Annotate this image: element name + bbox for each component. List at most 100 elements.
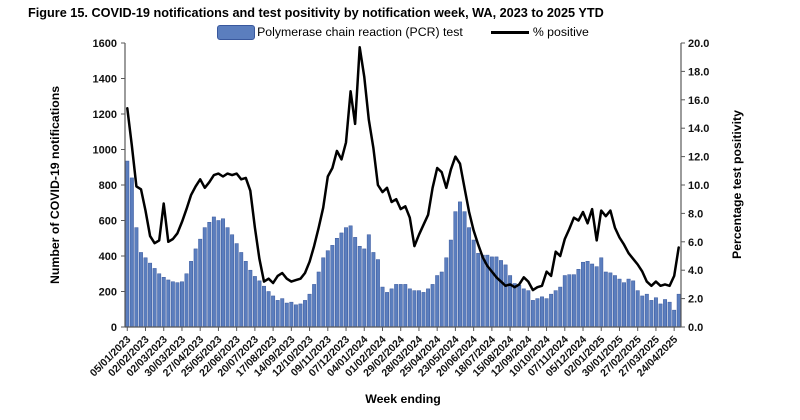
pcr-bar — [234, 243, 239, 328]
pcr-bar — [161, 277, 166, 328]
left-axis-tick-label: 1400 — [93, 74, 117, 86]
pcr-bar — [612, 275, 617, 328]
pcr-bar — [166, 279, 171, 328]
pcr-bar — [594, 266, 599, 328]
right-axis-tick-label: 6.0 — [688, 237, 703, 249]
pcr-bar — [248, 269, 253, 328]
pcr-bar — [134, 227, 139, 328]
pcr-bar — [599, 257, 604, 328]
legend-line-label: % positive — [532, 25, 589, 39]
pcr-bar — [348, 225, 353, 328]
left-axis-tick-label: 600 — [99, 216, 117, 228]
x-axis-title: Week ending — [365, 392, 441, 406]
pcr-bar — [412, 290, 417, 328]
pcr-bar — [366, 234, 371, 328]
pcr-bar — [394, 284, 399, 328]
right-axis-tick-label: 14.0 — [688, 123, 709, 135]
pcr-bar — [357, 245, 362, 328]
pcr-bar — [489, 256, 494, 328]
pcr-bar — [362, 248, 367, 328]
pcr-bar — [207, 222, 212, 328]
pcr-bar — [626, 278, 631, 328]
pcr-bar — [453, 211, 458, 328]
pcr-bar — [298, 303, 303, 328]
pcr-bar — [293, 304, 298, 328]
positivity-line — [126, 46, 680, 292]
pcr-bar — [430, 284, 435, 328]
pcr-bar — [581, 261, 585, 328]
pcr-bar — [544, 298, 549, 328]
pcr-bar — [603, 271, 608, 328]
pcr-bar — [590, 263, 595, 328]
pcr-bar — [339, 232, 344, 328]
right-axis-tick-label: 4.0 — [688, 265, 703, 277]
pcr-bar — [371, 252, 376, 328]
pcr-bar — [280, 298, 285, 328]
pcr-bar — [476, 253, 481, 328]
pcr-bar — [334, 238, 339, 328]
pcr-bar — [184, 273, 189, 328]
pcr-bar — [380, 286, 385, 328]
figure-title: Figure 15. COVID-19 notifications and te… — [28, 6, 604, 20]
pcr-bar — [148, 262, 153, 328]
pcr-bar — [139, 252, 143, 328]
pcr-bar — [448, 239, 453, 328]
pcr-bar — [221, 218, 225, 328]
pcr-bar — [180, 281, 184, 328]
pcr-bar — [152, 268, 157, 328]
pcr-bar — [426, 288, 431, 328]
pcr-bar — [562, 275, 567, 328]
pcr-bar — [325, 250, 330, 328]
pcr-bar — [663, 299, 667, 328]
pcr-bar — [170, 281, 175, 328]
pcr-bar — [444, 257, 449, 328]
pcr-bar — [576, 269, 581, 328]
pcr-bar — [676, 293, 681, 328]
pcr-bar — [257, 280, 262, 328]
right-axis-tick-label: 2.0 — [688, 294, 703, 306]
pcr-bar — [631, 280, 636, 328]
pcr-bar — [617, 278, 622, 328]
pcr-bar — [439, 271, 444, 328]
pcr-bar — [129, 177, 134, 328]
pcr-bar — [480, 254, 485, 328]
pcr-bar — [312, 284, 317, 328]
pcr-bar — [608, 272, 613, 328]
left-axis-tick-label: 1600 — [93, 38, 117, 50]
pcr-bar — [398, 284, 403, 328]
pcr-bar — [189, 261, 194, 328]
left-axis-tick-label: 1000 — [93, 145, 117, 157]
left-axis-tick-label: 1200 — [93, 109, 117, 121]
pcr-bar — [658, 303, 663, 328]
pcr-bar — [289, 301, 294, 328]
left-axis-tick-label: 400 — [99, 251, 117, 263]
pcr-bar — [462, 211, 467, 328]
left-axis-tick-label: 0 — [111, 322, 117, 334]
pcr-bar — [585, 261, 590, 328]
pcr-bar — [649, 300, 654, 328]
pcr-bar — [225, 227, 230, 328]
legend-line-swatch — [490, 30, 529, 34]
pcr-bar — [667, 301, 672, 328]
pcr-bar — [243, 261, 248, 328]
pcr-bar — [193, 248, 198, 328]
pcr-bar — [330, 245, 335, 328]
pcr-bar — [530, 300, 535, 328]
right-axis-tick-label: 0.0 — [688, 322, 703, 334]
pcr-bar — [316, 271, 321, 328]
left-axis-tick-label: 200 — [99, 287, 117, 299]
left-axis-tick-label: 800 — [99, 180, 117, 192]
pcr-bar — [467, 227, 472, 328]
pcr-bar — [558, 286, 563, 328]
pcr-bar — [417, 290, 421, 328]
pcr-bar — [672, 309, 677, 328]
pcr-bar — [571, 274, 576, 328]
pcr-bar — [458, 201, 462, 328]
pcr-bar — [471, 239, 476, 328]
right-axis-tick-label: 20.0 — [688, 38, 709, 50]
pcr-bar — [198, 238, 203, 328]
pcr-bar — [521, 288, 526, 328]
pcr-bar — [512, 283, 517, 328]
